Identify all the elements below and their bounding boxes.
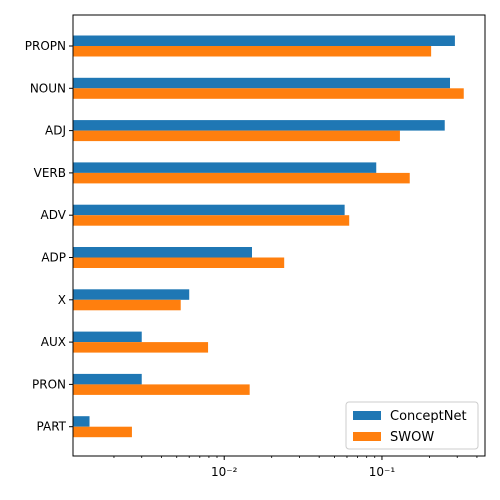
bar-swow-aux [73,342,209,353]
bar-swow-x [73,299,181,311]
plot-frame [72,14,486,457]
bar-conceptnet-pron [73,373,142,385]
bar-conceptnet-propn [73,35,455,46]
bar-swow-adp [73,257,285,268]
y-tick-label: PROPN [25,39,66,53]
x-tick-label: 10⁻² [211,465,238,479]
y-tick-label: ADV [41,208,67,222]
legend: ConceptNet SWOW [345,401,479,450]
bar-swow-pron [73,384,250,395]
y-tick-label: ADJ [45,124,66,138]
legend-swatch-conceptnet [353,411,381,420]
bar-swow-adj [73,130,400,142]
y-tick-label: AUX [41,335,66,349]
y-tick-label: X [58,293,66,307]
bar-swow-propn [73,46,432,57]
bar-conceptnet-verb [73,162,377,173]
x-axis: 10⁻² 10⁻¹ [113,456,478,479]
legend-label-conceptnet: ConceptNet [390,409,467,424]
y-axis: PROPN NOUN ADJ VERB ADV ADP X AUX PRON PART [25,39,73,434]
bar-conceptnet-x [73,289,190,300]
y-tick-label: VERB [34,166,66,180]
legend-swatch-swow [353,432,381,441]
bar-conceptnet-adj [73,120,445,131]
bar-conceptnet-adp [73,247,252,258]
legend-label-swow: SWOW [390,430,434,445]
bar-conceptnet-part [73,416,90,427]
bar-swow-verb [73,172,410,184]
y-tick-label: NOUN [30,81,66,95]
bar-swow-part [73,426,132,438]
bar-swow-adv [73,215,350,226]
x-tick-label: 10⁻¹ [369,465,396,479]
bars [73,35,464,438]
y-tick-label: PART [37,420,67,434]
bar-swow-noun [73,88,464,99]
y-tick-label: ADP [41,251,66,265]
bar-conceptnet-noun [73,77,451,89]
bar-conceptnet-adv [73,204,345,216]
y-tick-label: PRON [32,377,66,391]
bar-conceptnet-aux [73,331,142,343]
